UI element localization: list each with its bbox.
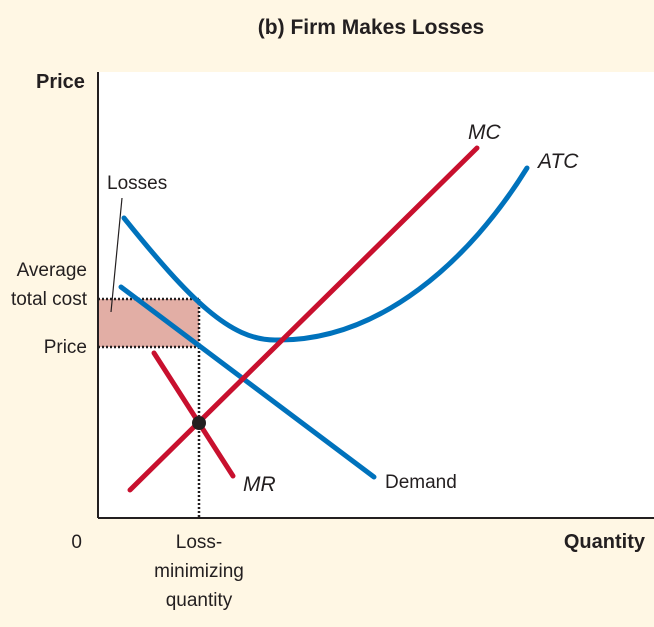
- mr-label: MR: [243, 473, 276, 496]
- x-axis-label: Quantity: [564, 531, 646, 553]
- chart-title: (b) Firm Makes Losses: [258, 16, 484, 39]
- atc-curve: [121, 165, 530, 343]
- plot-area: [98, 72, 654, 518]
- tick-label-line: minimizing: [154, 561, 244, 582]
- mc-mr-intersection-point: [192, 416, 206, 430]
- y-tick-average-total-cost: Average total cost: [11, 260, 88, 310]
- losses-label: Losses: [107, 173, 167, 194]
- tick-label-line: Average: [17, 260, 87, 281]
- y-tick-price: Price: [44, 337, 87, 358]
- mc-curve: [127, 145, 480, 493]
- mc-label: MC: [468, 121, 501, 144]
- tick-label-line: Loss-: [176, 532, 222, 553]
- tick-label-line: total cost: [11, 289, 88, 310]
- atc-label: ATC: [536, 150, 579, 173]
- losses-leader-line: [110, 197, 123, 313]
- x-tick-loss-minimizing-quantity: Loss-minimizing quantity: [154, 532, 244, 611]
- tick-label-line: quantity: [166, 590, 233, 611]
- y-axis-label: Price: [36, 71, 85, 93]
- demand-label: Demand: [385, 472, 457, 493]
- origin-label: 0: [71, 532, 82, 553]
- mr-curve: [151, 350, 236, 479]
- demand-curve: [118, 284, 377, 480]
